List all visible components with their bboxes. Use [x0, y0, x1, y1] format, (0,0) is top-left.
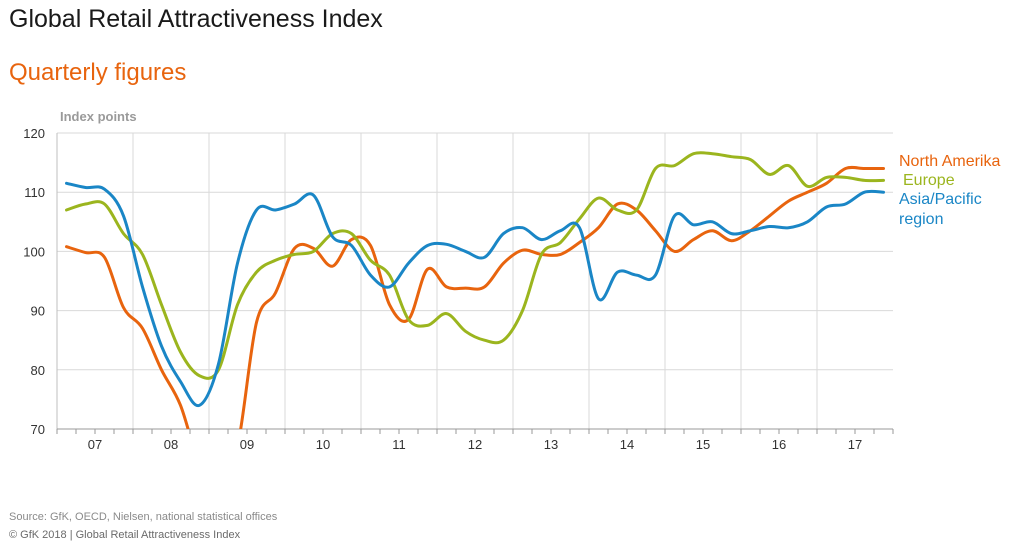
- x-tick-label: 13: [544, 437, 558, 452]
- x-tick-label: 14: [620, 437, 634, 452]
- series-line-asia-pacific-region: [65, 181, 885, 408]
- copyright-note: © GfK 2018 | Global Retail Attractivenes…: [9, 529, 241, 541]
- legend-layer: North Amerika Europe Asia/Pacific region: [899, 153, 1000, 228]
- axis-layer: 70 80 90 100 110 120 07 08 09 10 11 12 13 14 15 16 17: [23, 126, 894, 452]
- legend-label-asia-pacific-region: Asia/Pacific region: [899, 191, 982, 228]
- x-tick-label: 09: [240, 437, 254, 452]
- y-tick-label: 70: [31, 422, 45, 437]
- legend-label-north-amerika: North Amerika: [899, 153, 1000, 170]
- x-tick-label: 10: [316, 437, 330, 452]
- y-tick-label: 90: [31, 304, 45, 319]
- x-tick-label: 16: [772, 437, 786, 452]
- y-tick-label: 120: [23, 126, 45, 141]
- series-line-europe: [65, 151, 885, 380]
- chart-title: Global Retail Attractiveness Index: [9, 5, 383, 33]
- x-tick-label: 07: [88, 437, 102, 452]
- chart-subtitle: Quarterly figures: [9, 59, 187, 86]
- y-tick-label: 100: [23, 244, 45, 259]
- legend-label-europe: Europe: [903, 172, 955, 189]
- source-note: Source: GfK, OECD, Nielsen, national sta…: [9, 511, 278, 523]
- x-tick-label: 15: [696, 437, 710, 452]
- x-tick-label: 17: [848, 437, 862, 452]
- series-layer: [65, 151, 885, 429]
- y-axis-label: Index points: [60, 109, 137, 124]
- x-tick-label: 12: [468, 437, 482, 452]
- y-tick-label: 110: [24, 185, 45, 200]
- x-tick-label: 11: [392, 437, 406, 452]
- y-tick-label: 80: [31, 363, 45, 378]
- x-tick-label: 08: [164, 437, 178, 452]
